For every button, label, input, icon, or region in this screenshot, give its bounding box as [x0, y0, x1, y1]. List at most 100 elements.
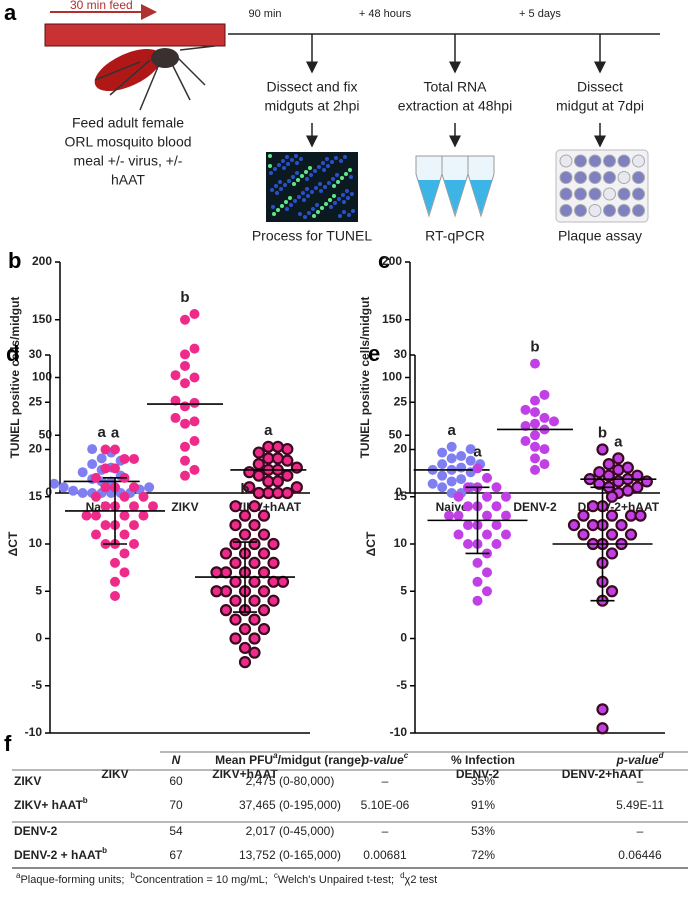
table-cell: 13,752 (0-165,000)	[239, 848, 341, 862]
data-point	[577, 528, 590, 541]
well	[603, 171, 616, 184]
data-point	[605, 547, 619, 560]
data-point	[463, 520, 473, 531]
data-point	[238, 622, 252, 636]
step-text: Dissect and fix	[266, 79, 357, 95]
cell-dot	[327, 181, 331, 185]
cell-dot	[293, 199, 297, 203]
data-point	[138, 491, 149, 502]
cell-dot	[334, 156, 338, 160]
cell-dot	[285, 207, 289, 211]
y-axis-label: TUNEL positive cells/midgut	[8, 297, 22, 459]
y-tick-label: 50	[39, 427, 53, 441]
data-point	[605, 528, 619, 541]
data-point	[472, 557, 483, 568]
cell-dot	[329, 205, 333, 209]
table-cell: 70	[169, 798, 183, 812]
data-point	[144, 482, 155, 493]
y-tick-label: 0	[45, 485, 52, 499]
data-point	[189, 343, 200, 354]
cell-dot	[347, 213, 351, 217]
data-point	[100, 520, 111, 531]
cell-dot	[284, 200, 288, 204]
well	[632, 171, 645, 184]
data-point	[482, 586, 492, 597]
x-tick-label: ZIKV+hAAT	[212, 767, 278, 781]
data-point	[596, 443, 609, 456]
cell-dot	[292, 182, 296, 186]
cell-dot	[303, 215, 307, 219]
cell-dot	[295, 161, 299, 165]
data-point	[267, 537, 280, 551]
table-cell: 60	[169, 774, 183, 788]
data-point	[110, 590, 120, 601]
data-point	[634, 509, 647, 522]
panel-letter: d	[6, 341, 19, 366]
data-point	[238, 656, 252, 669]
data-point	[49, 478, 60, 489]
cell-dot	[343, 155, 347, 159]
data-point	[271, 440, 284, 453]
data-point	[81, 510, 92, 521]
data-point	[465, 444, 476, 455]
data-point	[472, 576, 483, 587]
cell-dot	[335, 173, 339, 177]
cell-dot	[279, 187, 283, 191]
data-point	[229, 594, 242, 607]
footnote-sup: c	[274, 871, 278, 880]
x-tick-label: ZIKV	[171, 500, 198, 514]
cell-dot	[330, 160, 334, 164]
data-point	[520, 421, 531, 432]
y-tick-label: 10	[394, 536, 408, 550]
row-name: DENV-2 + hAATb	[14, 846, 107, 862]
data-point	[612, 452, 625, 465]
data-point	[248, 518, 261, 532]
well	[588, 187, 602, 201]
data-point	[229, 518, 242, 532]
data-point	[96, 453, 107, 464]
cell-dot	[340, 176, 344, 180]
y-tick-label: 5	[35, 583, 42, 597]
data-point	[501, 529, 511, 540]
data-point	[77, 467, 88, 478]
data-point	[539, 459, 550, 470]
footnote-text: Welch's Unpaired t-test;	[278, 874, 394, 886]
table-cell: 0.06446	[618, 848, 662, 862]
table-cell: 5.49E-11	[616, 798, 664, 812]
data-point	[91, 472, 101, 483]
data-point	[530, 453, 540, 464]
data-point	[612, 463, 625, 476]
data-point	[605, 585, 619, 598]
table-cell: 35%	[471, 774, 495, 788]
data-point	[267, 594, 280, 607]
footnote-text: Plaque-forming units;	[20, 874, 124, 886]
cell-dot	[325, 157, 329, 161]
cell-dot	[341, 193, 345, 197]
well	[588, 154, 602, 168]
cell-dot	[332, 194, 336, 198]
significance-letter: a	[447, 422, 456, 439]
data-point	[567, 518, 581, 532]
data-point	[148, 501, 158, 512]
cell-dot	[312, 214, 316, 218]
step-text: extraction at 48hpi	[398, 98, 512, 114]
x-tick-label: DENV-2+hAAT	[562, 767, 644, 781]
cell-dot	[281, 159, 285, 163]
data-point	[281, 443, 294, 456]
data-point	[427, 478, 438, 489]
well	[632, 187, 645, 201]
table-cell: 2,017 (0-45,000)	[246, 824, 335, 838]
cell-dot	[346, 196, 350, 200]
row-name: ZIKV	[14, 774, 41, 788]
data-point	[248, 632, 261, 645]
data-point	[257, 604, 271, 617]
data-point	[605, 509, 619, 522]
data-point	[189, 416, 200, 427]
data-point	[248, 500, 261, 513]
data-point	[229, 575, 242, 588]
data-point	[549, 416, 559, 427]
header-sup: c	[404, 751, 409, 760]
data-point	[129, 482, 139, 493]
cell-dot	[305, 177, 309, 181]
